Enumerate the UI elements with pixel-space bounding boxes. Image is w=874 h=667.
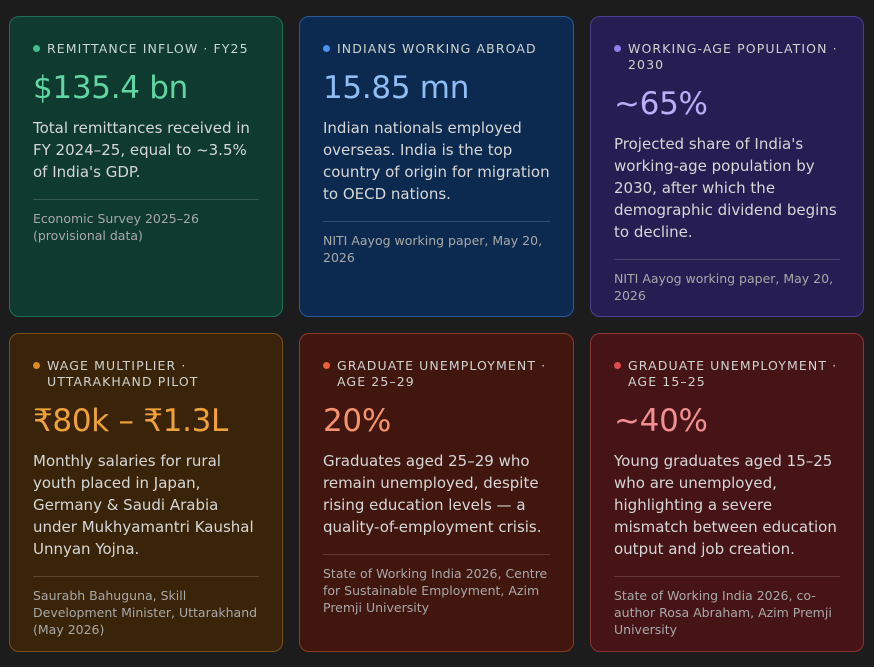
divider <box>614 259 840 260</box>
card-label-text: Working-age population · 2030 <box>628 41 838 72</box>
card-description: Young graduates aged 15–25 who are unemp… <box>614 452 837 558</box>
card-label: Wage multiplier · Uttarakhand pilot <box>33 358 259 390</box>
card-label: Graduate unemployment · Age 25–29 <box>323 358 550 390</box>
card-label-text: Indians working abroad <box>337 41 537 56</box>
card-source: NITI Aayog working paper, May 20, 2026 <box>614 271 834 303</box>
card-value: ~40% <box>614 403 708 439</box>
bullet-dot-icon <box>614 45 621 52</box>
stat-card-indians-abroad: Indians working abroad 15.85 mn Indian n… <box>299 16 574 317</box>
card-value: ₹80k – ₹1.3L <box>33 403 229 439</box>
divider <box>33 199 259 200</box>
card-label: Graduate unemployment · Age 15–25 <box>614 358 840 390</box>
card-value: ~65% <box>614 86 708 122</box>
card-source: Economic Survey 2025–26 (provisional dat… <box>33 211 199 243</box>
stat-card-graduate-unemployment-25-29: Graduate unemployment · Age 25–29 20% Gr… <box>299 333 574 652</box>
divider <box>323 554 550 555</box>
divider <box>323 221 550 222</box>
card-label-text: Remittance inflow · FY25 <box>47 41 249 56</box>
card-source: State of Working India 2026, co-author R… <box>614 588 832 637</box>
card-label: Indians working abroad <box>323 41 550 57</box>
bullet-dot-icon <box>33 362 40 369</box>
card-value: 20% <box>323 403 392 439</box>
card-description: Total remittances received in FY 2024–25… <box>33 119 250 181</box>
card-description: Indian nationals employed overseas. Indi… <box>323 119 550 203</box>
card-label: Remittance inflow · FY25 <box>33 41 259 57</box>
bullet-dot-icon <box>323 45 330 52</box>
bullet-dot-icon <box>614 362 621 369</box>
card-value: $135.4 bn <box>33 70 188 106</box>
bullet-dot-icon <box>323 362 330 369</box>
card-description: Projected share of India's working-age p… <box>614 135 837 241</box>
card-label-text: Graduate unemployment · Age 15–25 <box>628 358 838 389</box>
card-value: 15.85 mn <box>323 70 470 106</box>
card-label-text: Graduate unemployment · Age 25–29 <box>337 358 547 389</box>
stat-card-wage-multiplier: Wage multiplier · Uttarakhand pilot ₹80k… <box>9 333 283 652</box>
card-label: Working-age population · 2030 <box>614 41 840 73</box>
divider <box>614 576 840 577</box>
bullet-dot-icon <box>33 45 40 52</box>
card-description: Monthly salaries for rural youth placed … <box>33 452 254 558</box>
stat-card-working-age: Working-age population · 2030 ~65% Proje… <box>590 16 864 317</box>
card-source: State of Working India 2026, Centre for … <box>323 566 548 615</box>
card-source: Saurabh Bahuguna, Skill Development Mini… <box>33 588 258 637</box>
divider <box>33 576 259 577</box>
stat-card-graduate-unemployment-15-25: Graduate unemployment · Age 15–25 ~40% Y… <box>590 333 864 652</box>
card-source: NITI Aayog working paper, May 20, 2026 <box>323 233 543 265</box>
card-description: Graduates aged 25–29 who remain unemploy… <box>323 452 542 536</box>
card-label-text: Wage multiplier · Uttarakhand pilot <box>47 358 199 389</box>
stat-card-remittance: Remittance inflow · FY25 $135.4 bn Total… <box>9 16 283 317</box>
